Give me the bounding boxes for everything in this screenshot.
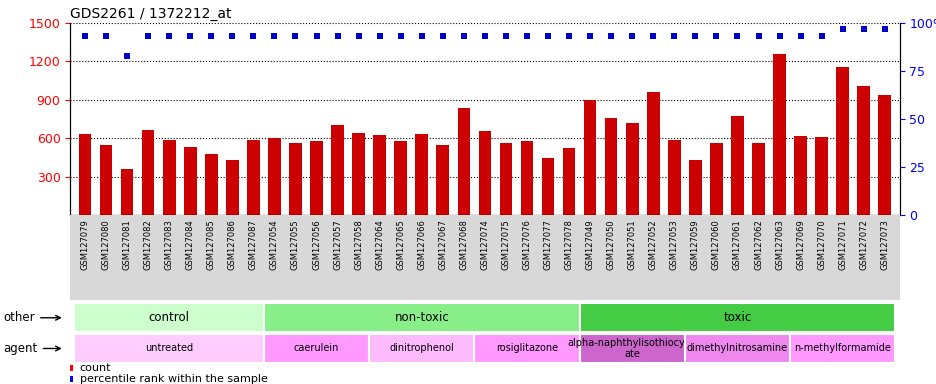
Bar: [163, 139, 175, 215]
Text: GSM127051: GSM127051: [627, 219, 636, 270]
Text: GSM127052: GSM127052: [648, 219, 657, 270]
Text: GSM127068: GSM127068: [459, 219, 468, 270]
Bar: [331, 126, 344, 215]
Bar: [478, 131, 490, 215]
Text: GSM127064: GSM127064: [374, 219, 384, 270]
Text: control: control: [149, 311, 189, 324]
Text: non-toxic: non-toxic: [394, 311, 448, 324]
Text: GSM127054: GSM127054: [270, 219, 279, 270]
Bar: [520, 141, 533, 215]
Text: agent: agent: [4, 342, 60, 355]
Bar: [352, 133, 364, 215]
Text: GSM127050: GSM127050: [606, 219, 615, 270]
Bar: [772, 55, 785, 215]
Text: GSM127072: GSM127072: [858, 219, 868, 270]
Bar: [415, 134, 428, 215]
Bar: [394, 141, 406, 215]
Text: GSM127085: GSM127085: [207, 219, 215, 270]
Bar: [226, 160, 239, 215]
Text: GSM127070: GSM127070: [816, 219, 826, 270]
Text: GSM127053: GSM127053: [669, 219, 678, 270]
Text: GSM127075: GSM127075: [501, 219, 510, 270]
Text: GSM127084: GSM127084: [185, 219, 195, 270]
Text: GDS2261 / 1372212_at: GDS2261 / 1372212_at: [70, 7, 231, 21]
Text: GSM127066: GSM127066: [417, 219, 426, 270]
Bar: [247, 139, 259, 215]
Bar: [373, 135, 386, 215]
Text: GSM127062: GSM127062: [753, 219, 762, 270]
Text: caerulein: caerulein: [294, 343, 339, 354]
Text: GSM127082: GSM127082: [143, 219, 153, 270]
Text: GSM127065: GSM127065: [396, 219, 404, 270]
Bar: [541, 158, 554, 215]
Text: GSM127078: GSM127078: [564, 219, 573, 270]
Text: GSM127080: GSM127080: [101, 219, 110, 270]
Text: dimethylnitrosamine: dimethylnitrosamine: [686, 343, 787, 354]
Bar: [141, 130, 154, 215]
Bar: [794, 136, 806, 215]
Bar: [436, 145, 448, 215]
Text: GSM127060: GSM127060: [711, 219, 720, 270]
Bar: [814, 137, 827, 215]
Text: GSM127074: GSM127074: [480, 219, 489, 270]
Text: percentile rank within the sample: percentile rank within the sample: [80, 374, 268, 384]
Bar: [563, 148, 575, 215]
Text: dinitrophenol: dinitrophenol: [389, 343, 454, 354]
Text: GSM127055: GSM127055: [291, 219, 300, 270]
Bar: [583, 101, 596, 215]
Text: rosiglitazone: rosiglitazone: [495, 343, 558, 354]
Text: GSM127079: GSM127079: [80, 219, 90, 270]
Bar: [605, 118, 617, 215]
Text: GSM127058: GSM127058: [354, 219, 363, 270]
Bar: [730, 116, 743, 215]
Bar: [183, 147, 197, 215]
Bar: [457, 108, 470, 215]
Text: toxic: toxic: [723, 311, 751, 324]
Text: GSM127077: GSM127077: [543, 219, 552, 270]
Bar: [205, 154, 217, 215]
Text: GSM127073: GSM127073: [879, 219, 888, 270]
Bar: [688, 160, 701, 215]
Bar: [709, 143, 722, 215]
Bar: [646, 92, 659, 215]
Text: GSM127057: GSM127057: [332, 219, 342, 270]
Text: GSM127083: GSM127083: [165, 219, 173, 270]
Text: alpha-naphthylisothiocyan
ate: alpha-naphthylisothiocyan ate: [566, 338, 696, 359]
Text: untreated: untreated: [145, 343, 193, 354]
Bar: [878, 95, 890, 215]
Text: GSM127059: GSM127059: [690, 219, 699, 270]
Text: n-methylformamide: n-methylformamide: [794, 343, 890, 354]
Text: GSM127049: GSM127049: [585, 219, 594, 270]
Text: GSM127081: GSM127081: [123, 219, 131, 270]
Text: GSM127061: GSM127061: [732, 219, 741, 270]
Bar: [99, 145, 112, 215]
Text: GSM127067: GSM127067: [438, 219, 446, 270]
Bar: [499, 143, 512, 215]
Text: GSM127086: GSM127086: [227, 219, 237, 270]
Bar: [625, 123, 637, 215]
Text: GSM127063: GSM127063: [774, 219, 783, 270]
Bar: [667, 139, 680, 215]
Bar: [752, 143, 764, 215]
Bar: [121, 169, 133, 215]
Text: GSM127069: GSM127069: [796, 219, 804, 270]
Bar: [856, 86, 870, 215]
Text: GSM127087: GSM127087: [249, 219, 257, 270]
Text: GSM127056: GSM127056: [312, 219, 321, 270]
Bar: [268, 137, 281, 215]
Text: GSM127076: GSM127076: [522, 219, 531, 270]
Text: other: other: [4, 311, 60, 324]
Bar: [836, 67, 848, 215]
Bar: [79, 134, 91, 215]
Bar: [289, 143, 301, 215]
Text: GSM127071: GSM127071: [838, 219, 846, 270]
Bar: [310, 141, 323, 215]
Text: count: count: [80, 363, 111, 373]
